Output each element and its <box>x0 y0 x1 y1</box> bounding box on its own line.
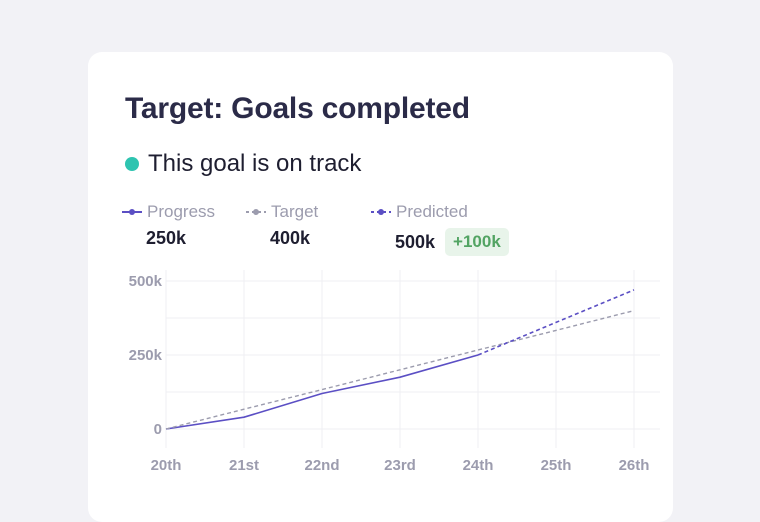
dashed-line-marker-icon <box>371 209 391 215</box>
series-line-predicted <box>477 289 635 356</box>
x-tick-label: 25th <box>541 457 572 474</box>
x-tick-label: 23rd <box>384 457 416 474</box>
goal-card: Target: Goals completed This goal is on … <box>88 52 673 522</box>
x-tick-label: 20th <box>151 457 182 474</box>
x-tick-label: 21st <box>229 457 259 474</box>
y-tick-label: 0 <box>154 421 162 438</box>
status-dot-icon <box>125 157 139 171</box>
legend-predicted: Predicted 500k +100k <box>371 202 509 256</box>
goal-status: This goal is on track <box>125 150 361 178</box>
legend-label: Predicted <box>396 202 468 221</box>
legend-value: 250k <box>146 228 187 248</box>
y-tick-label: 250k <box>129 347 163 364</box>
legend-value: 400k <box>270 228 311 248</box>
y-tick-label: 500k <box>129 273 163 290</box>
legend-value: 500k <box>395 231 436 252</box>
delta-badge: +100k <box>445 228 509 256</box>
x-tick-label: 24th <box>463 457 494 474</box>
x-tick-label: 26th <box>619 457 650 474</box>
legend-label: Progress <box>147 202 216 221</box>
series-line-progress <box>165 354 479 430</box>
x-tick-label: 22nd <box>304 457 339 474</box>
dashed-line-marker-icon <box>246 209 266 215</box>
line-chart: 0 250k 500k 20th 21st 22nd 23rd 24th 25th 26th <box>129 270 660 474</box>
series-line-target <box>165 309 635 430</box>
legend-target: Target 400k <box>246 202 318 249</box>
solid-line-marker-icon <box>122 209 142 215</box>
card-title: Target: Goals completed <box>125 92 470 125</box>
legend-progress: Progress 250k <box>122 202 215 249</box>
status-text: This goal is on track <box>148 150 362 177</box>
legend-label: Target <box>271 202 319 221</box>
